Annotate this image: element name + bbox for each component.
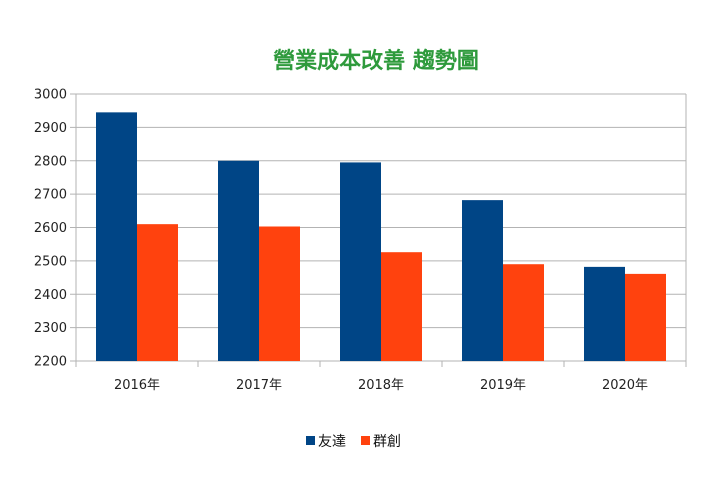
y-axis: 2200 2300 2400 2500 2600 2700 2800 2900 3000 (34, 88, 67, 370)
bar-series1 (96, 112, 137, 361)
bar-series1 (340, 162, 381, 361)
bar-series1 (584, 266, 625, 361)
bar-series2 (137, 224, 178, 361)
legend-swatch (361, 436, 370, 445)
y-tick-label: 2600 (34, 221, 67, 236)
bar-series1 (462, 200, 503, 361)
bar-series2 (625, 273, 666, 361)
x-tick-label: 2020年 (602, 378, 648, 393)
y-tick-label: 2800 (34, 154, 67, 169)
chart-title: 營業成本改善 趨勢圖 (273, 48, 479, 74)
y-tick-label: 2200 (34, 355, 67, 370)
bars (96, 112, 666, 361)
y-tick-label: 2500 (34, 254, 67, 269)
legend-label: 群創 (373, 434, 401, 450)
x-axis: 2016年 2017年 2018年 2019年 2020年 (75, 361, 687, 393)
legend: 友達 群創 (306, 434, 401, 450)
x-tick-label: 2017年 (236, 378, 282, 393)
bar-series1 (218, 160, 259, 361)
bar-series2 (259, 226, 300, 361)
legend-label: 友達 (318, 434, 346, 450)
bar-series2 (381, 252, 422, 361)
y-tick-label: 2300 (34, 321, 67, 336)
legend-swatch (306, 436, 315, 445)
y-tick-label: 2400 (34, 288, 67, 303)
y-tick-label: 2700 (34, 188, 67, 203)
x-tick-label: 2018年 (358, 378, 404, 393)
x-tick-label: 2016年 (114, 378, 160, 393)
y-tick-label: 3000 (34, 88, 67, 103)
bar-series2 (503, 264, 544, 361)
x-tick-label: 2019年 (480, 378, 526, 393)
y-tick-label: 2900 (34, 121, 67, 136)
